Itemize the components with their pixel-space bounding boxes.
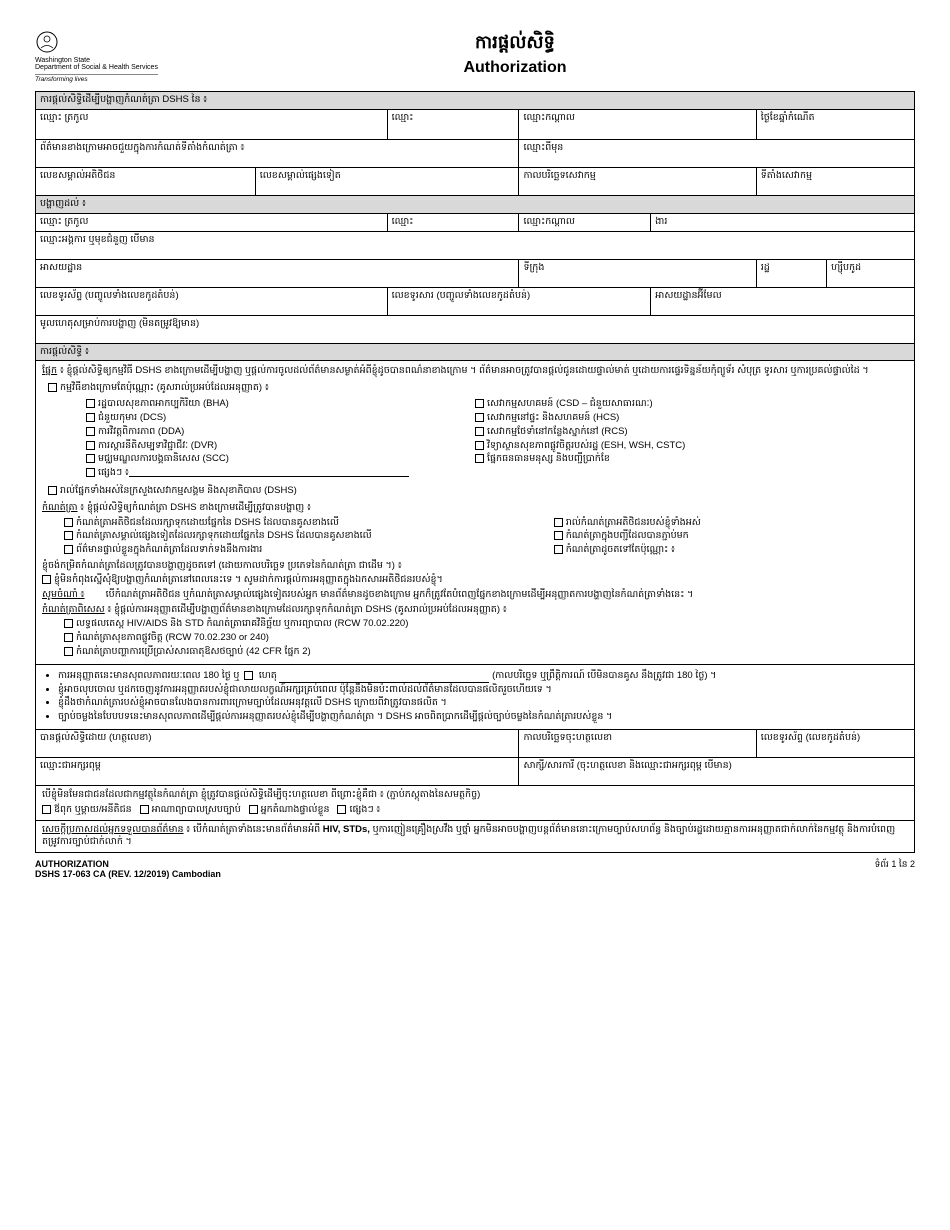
field-org-name[interactable]: ឈ្មោះអង្គការ ឬមុខជំនួញ បើមាន: [36, 231, 915, 259]
checkbox-csd[interactable]: [475, 399, 484, 408]
field-disclose-middle[interactable]: ឈ្មោះកណ្ដាល: [519, 213, 651, 231]
page-footer: AUTHORIZATION DSHS 17-063 CA (REV. 12/20…: [35, 859, 915, 879]
footer-form-id: DSHS 17-063 CA (REV. 12/2019) Cambodian: [35, 869, 221, 879]
checkbox-dda[interactable]: [86, 427, 95, 436]
title-english: Authorization: [175, 59, 855, 77]
section3-header: ការផ្តល់សិទ្ធិ ៖: [36, 343, 915, 361]
bullet-copy: ច្បាប់ចម្លងនៃបែបបទនេះមានសុពលភាពដើម្បីផ្ត…: [58, 711, 908, 724]
checkbox-no-request[interactable]: [42, 575, 51, 584]
state-seal-icon: [35, 30, 59, 57]
checkbox-other-rel[interactable]: [337, 805, 346, 814]
field-last-name[interactable]: ឈ្មោះ ត្រកូល: [36, 110, 388, 140]
field-sign-date[interactable]: កាលបរិច្ឆេទចុះហត្ថលេខា: [519, 729, 756, 757]
not-client-block: បើខ្ញុំមិនមែនជាជនដែលជាកម្មវត្ថុនៃកំណត់ត្…: [36, 785, 915, 820]
field-address[interactable]: អាសយដ្ឋាន: [36, 259, 519, 287]
terms-bullets: ការអនុញ្ញាតនេះមានសុពលភាពរយៈពេល 180 ថ្ងៃ …: [36, 664, 915, 729]
field-purpose[interactable]: មូលហេតុសម្រាប់ការបង្ហាញ (មិនតម្រូវឱ្យមាន…: [36, 315, 915, 343]
checkbox-bha[interactable]: [86, 399, 95, 408]
footer-auth: AUTHORIZATION: [35, 859, 221, 869]
footer-page: ទំព័រ 1 នៃ 2: [875, 859, 915, 879]
recipient-notice: សេចក្តីប្រកាសដល់អ្នកទទួលបានព័ត៌មាន ៖ បើក…: [36, 820, 915, 853]
field-zip[interactable]: ហ្ស៊ីបកូដ: [827, 259, 915, 287]
bullet-protection: ខ្ញុំដឹងថាកំណត់ត្រារបស់ខ្ញុំអាចបានលែងបាន…: [58, 697, 908, 710]
field-disclose-first[interactable]: ឈ្មោះ: [387, 213, 519, 231]
field-middle-name[interactable]: ឈ្មោះកណ្ដាល: [519, 110, 756, 140]
checkbox-rec-personal[interactable]: [64, 545, 73, 554]
field-service-date[interactable]: កាលបរិច្ឆេទសេវាកម្ម: [519, 168, 756, 196]
checkbox-esh[interactable]: [475, 441, 484, 450]
field-other-id[interactable]: លេខសម្គាល់ផ្សេងទៀត: [255, 168, 519, 196]
section2-header: បង្ហាញដល់ ៖: [36, 196, 915, 214]
title-block: ការផ្តល់សិទ្ធិ Authorization: [175, 30, 855, 77]
checkbox-rec-other-id[interactable]: [64, 531, 73, 540]
title-khmer: ការផ្តល់សិទ្ធិ: [175, 30, 855, 57]
field-email[interactable]: អាសយដ្ឋានអ៊ីមែល: [651, 287, 915, 315]
checkbox-rec-only[interactable]: [554, 545, 563, 554]
field-service-location[interactable]: ទីតាំងសេវាកម្ម: [756, 168, 914, 196]
checkbox-rec-all[interactable]: [554, 518, 563, 527]
field-disclose-last[interactable]: ឈ្មោះ ត្រកូល: [36, 213, 388, 231]
checkbox-parent[interactable]: [42, 805, 51, 814]
field-first-name[interactable]: ឈ្មោះ: [387, 110, 519, 140]
field-city[interactable]: ទីក្រុង: [519, 259, 756, 287]
checkbox-programs-only[interactable]: [48, 383, 57, 392]
field-witness[interactable]: សាក្សី/សារការី (ចុះហត្ថលេខា និងឈ្មោះជាអក…: [519, 757, 915, 785]
field-client-id[interactable]: លេខសម្គាល់អតិថិជន: [36, 168, 256, 196]
page-header: Washington State Department of Social & …: [35, 30, 915, 83]
field-printed-name[interactable]: ឈ្មោះជាអក្សរពុម្ព: [36, 757, 519, 785]
field-dob[interactable]: ថ្ងៃខែឆ្នាំកំណើត: [756, 110, 914, 140]
other-program-line[interactable]: [129, 467, 409, 477]
field-sign-phone[interactable]: លេខទូរស័ព្ទ (លេខកូដតំបន់): [756, 729, 914, 757]
checkbox-substance[interactable]: [64, 647, 73, 656]
checkbox-rec-client[interactable]: [64, 518, 73, 527]
section1-header: ការផ្តល់សិទ្ធិដើម្បីបង្ហាញកំណត់ត្រា DSHS…: [36, 92, 915, 110]
checkbox-rec-attached[interactable]: [554, 531, 563, 540]
bullet-revoke: ខ្ញុំអាចលុបចោល ឬដកចេញនូវការអនុញ្ញាតរបស់ខ…: [58, 684, 908, 697]
checkbox-rcs[interactable]: [475, 427, 484, 436]
checkbox-guardian[interactable]: [140, 805, 149, 814]
checkbox-hcs[interactable]: [475, 413, 484, 422]
logo-state: Washington State: [35, 57, 158, 65]
field-fax[interactable]: លេខទូរសារ (បញ្ចូលទាំងលេខកូដតំបន់): [387, 287, 651, 315]
field-phone[interactable]: លេខទូរស័ព្ទ (បញ្ចូលទាំងលេខកូដតំបន់): [36, 287, 388, 315]
logo-tagline: Transforming lives: [35, 74, 158, 83]
checkbox-personal-rep[interactable]: [249, 805, 258, 814]
checkbox-scc[interactable]: [86, 454, 95, 463]
field-former-name[interactable]: ឈ្មោះពីមុន: [519, 140, 915, 168]
checkbox-mental[interactable]: [64, 633, 73, 642]
reason-line[interactable]: [279, 673, 489, 683]
field-disclose-title[interactable]: ងារ: [651, 213, 915, 231]
locate-info-note: ព័ត៌មានខាងក្រោមអាចជួយក្នុងការកំណត់ទីតាំង…: [36, 140, 519, 168]
checkbox-dcs[interactable]: [86, 413, 95, 422]
checkbox-all-dshs[interactable]: [48, 486, 57, 495]
authorization-body: ផ្នែក ៖ ខ្ញុំផ្តល់សិទ្ធិឲ្យកម្មវិធី DSHS…: [36, 361, 915, 664]
bullet-expiry: ការអនុញ្ញាតនេះមានសុពលភាពរយៈពេល 180 ថ្ងៃ …: [58, 670, 908, 683]
checkbox-other-prog[interactable]: [86, 468, 95, 477]
checkbox-hr[interactable]: [475, 454, 484, 463]
checkbox-hiv[interactable]: [64, 619, 73, 628]
logo-dept: Department of Social & Health Services: [35, 64, 158, 72]
field-state[interactable]: រដ្ឋ: [756, 259, 826, 287]
authorization-form-table: ការផ្តល់សិទ្ធិដើម្បីបង្ហាញកំណត់ត្រា DSHS…: [35, 91, 915, 853]
checkbox-reason[interactable]: [244, 671, 253, 680]
field-signature[interactable]: បានផ្តល់សិទ្ធិដោយ (ហត្ថលេខា): [36, 729, 519, 757]
agency-logo-block: Washington State Department of Social & …: [35, 30, 175, 83]
checkbox-dvr[interactable]: [86, 441, 95, 450]
